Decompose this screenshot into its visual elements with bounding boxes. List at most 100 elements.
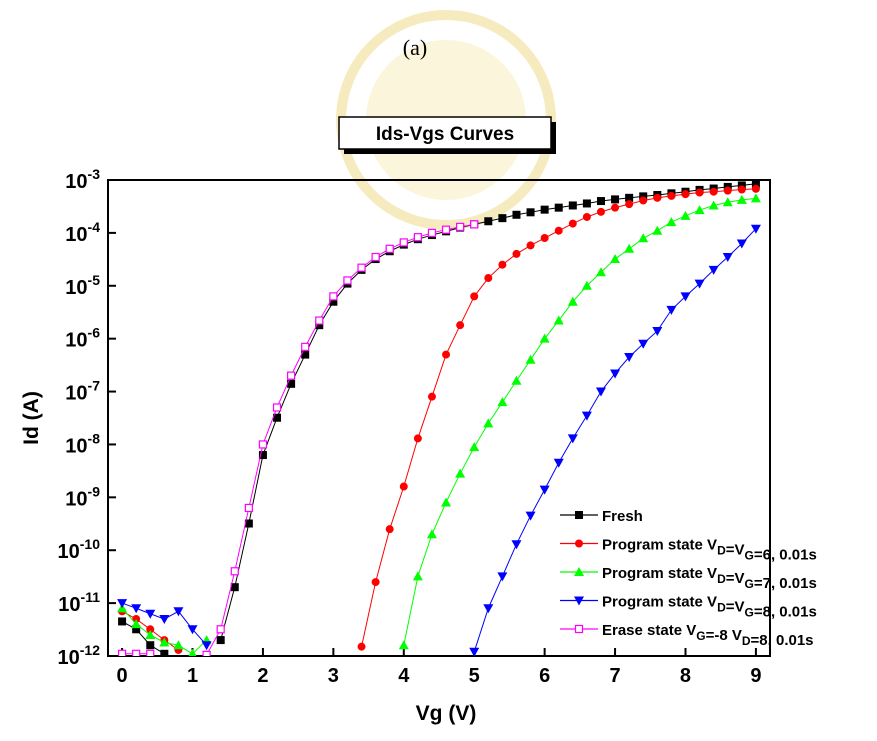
data-point <box>385 244 394 253</box>
y-tick-label: 10-11 <box>58 589 100 616</box>
data-point <box>709 187 718 196</box>
chart-title: (a) <box>403 35 427 60</box>
data-point <box>329 292 338 301</box>
data-point <box>723 186 732 195</box>
data-point <box>132 649 141 656</box>
data-point <box>230 567 239 576</box>
data-point <box>680 292 691 302</box>
data-point <box>751 180 760 188</box>
data-point <box>117 599 128 609</box>
data-point <box>455 468 466 478</box>
data-point <box>737 181 746 190</box>
data-point <box>187 625 198 635</box>
series-line <box>121 183 756 655</box>
x-tick-label: 9 <box>750 665 761 687</box>
legend-label: Program state VD=VG=7, 0.01s <box>602 565 817 592</box>
data-point <box>512 249 521 258</box>
data-point <box>498 260 507 269</box>
x-tick-label: 5 <box>469 665 480 687</box>
y-tick-label: 10-3 <box>65 166 100 193</box>
data-point <box>625 193 634 202</box>
data-point <box>315 321 324 330</box>
x-tick-label: 0 <box>117 665 128 687</box>
y-tick-label: 10-5 <box>65 272 100 299</box>
data-point <box>625 200 634 209</box>
data-point <box>595 267 606 277</box>
x-tick-label: 4 <box>398 665 410 687</box>
data-point <box>272 403 282 412</box>
data-point <box>553 458 564 468</box>
data-point <box>667 191 676 200</box>
data-point <box>287 379 296 388</box>
data-point <box>567 296 578 306</box>
data-point <box>539 485 550 495</box>
data-point <box>582 212 591 221</box>
data-point <box>610 369 621 379</box>
data-point <box>244 503 253 513</box>
data-point <box>652 225 663 235</box>
data-point <box>680 210 691 220</box>
data-point <box>371 578 380 587</box>
data-point <box>131 619 142 629</box>
data-point <box>145 629 156 639</box>
data-point <box>681 190 690 199</box>
y-tick-label: 10-7 <box>65 378 100 405</box>
legend-label: Fresh <box>602 508 643 525</box>
data-point <box>201 641 212 651</box>
data-point <box>624 353 635 363</box>
data-point <box>132 625 141 634</box>
data-point <box>568 219 577 228</box>
x-tick-label: 1 <box>187 665 198 687</box>
data-point <box>159 615 170 625</box>
data-point <box>553 315 564 325</box>
data-point <box>146 641 155 650</box>
y-tick-label: 10-4 <box>65 219 100 246</box>
data-point <box>160 649 169 656</box>
data-point <box>708 200 719 210</box>
data-point <box>497 397 508 407</box>
legend-marker <box>574 596 584 606</box>
series-line <box>121 197 756 655</box>
subtitle-box <box>338 116 552 150</box>
data-point <box>173 607 184 617</box>
legend-marker <box>574 624 584 634</box>
data-point <box>638 233 649 243</box>
data-point <box>132 615 141 624</box>
data-point <box>413 233 422 242</box>
data-point <box>441 497 452 507</box>
data-point <box>202 650 211 656</box>
y-tick-label: 10-12 <box>58 642 101 669</box>
data-point <box>131 604 142 614</box>
data-point <box>526 241 535 250</box>
data-point <box>596 207 605 216</box>
x-tick-label: 6 <box>539 665 550 687</box>
data-point <box>413 434 422 443</box>
data-point <box>722 253 733 263</box>
data-point <box>554 203 563 212</box>
data-point <box>750 224 761 234</box>
data-point <box>567 434 578 444</box>
data-point <box>329 297 338 306</box>
data-point <box>146 625 155 634</box>
data-point <box>442 350 451 359</box>
data-point <box>399 238 408 247</box>
data-point <box>595 387 606 397</box>
y-tick-label: 10-9 <box>65 483 100 510</box>
data-point <box>216 636 225 645</box>
data-point <box>301 342 310 351</box>
data-point <box>525 511 536 521</box>
data-point <box>426 529 437 539</box>
data-point <box>258 451 267 460</box>
data-point <box>483 604 494 614</box>
chart-subtitle: Ids-Vgs Curves <box>376 124 514 145</box>
x-tick-label: 3 <box>328 665 339 687</box>
data-point <box>610 254 621 264</box>
data-point <box>751 184 760 193</box>
legend-label: Erase state VG=-8 VD=8, 0.01s <box>602 622 814 649</box>
y-axis-label: Id (A) <box>20 391 43 445</box>
data-point <box>611 203 620 212</box>
data-point <box>525 354 536 364</box>
data-point <box>483 418 494 428</box>
data-point <box>652 326 663 336</box>
data-point <box>118 617 127 626</box>
